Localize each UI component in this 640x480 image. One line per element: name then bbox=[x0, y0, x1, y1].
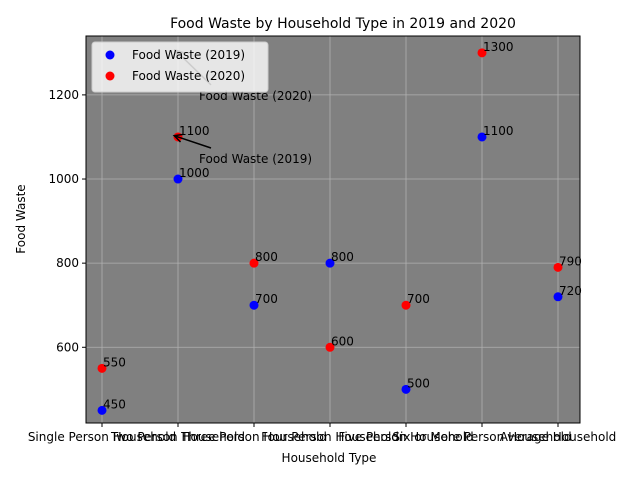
legend-marker bbox=[105, 50, 115, 60]
data-point-2019 bbox=[553, 292, 563, 302]
data-label: 450 bbox=[103, 397, 126, 411]
data-label: 720 bbox=[559, 284, 582, 298]
data-point-2019 bbox=[401, 384, 411, 394]
x-tick-label: Two Person Household bbox=[110, 430, 245, 444]
legend: Food Waste (2019) Food Waste (2020) bbox=[91, 41, 269, 93]
data-point-2020 bbox=[401, 300, 411, 310]
annotation-arrow bbox=[173, 134, 212, 149]
chart-title: Food Waste by Household Type in 2019 and… bbox=[170, 16, 516, 32]
x-tick-label: Six or More Person Household bbox=[392, 430, 571, 444]
y-axis-label: Food Waste bbox=[14, 184, 28, 253]
y-tick-label: 1200 bbox=[48, 88, 79, 102]
legend-marker bbox=[105, 71, 115, 81]
data-label: 500 bbox=[407, 376, 430, 390]
data-label: 1100 bbox=[179, 124, 210, 138]
data-label: 1300 bbox=[483, 40, 514, 54]
data-point-2019 bbox=[97, 405, 107, 415]
data-point-2019 bbox=[173, 174, 183, 184]
x-tick-label: Three Person Household bbox=[180, 430, 327, 444]
annotation-arrowhead bbox=[172, 133, 184, 143]
plot-area bbox=[86, 36, 580, 423]
data-point-2020 bbox=[249, 258, 259, 268]
annotation-text: Food Waste (2019) bbox=[199, 152, 312, 166]
x-tick-label: Single Person Household bbox=[28, 430, 176, 444]
x-tick-label: Average Household bbox=[500, 430, 617, 444]
data-point-2019 bbox=[477, 132, 487, 142]
plot-frame bbox=[85, 35, 581, 424]
data-label: 600 bbox=[331, 334, 354, 348]
legend-label: Food Waste (2020) bbox=[132, 69, 245, 83]
data-label: 790 bbox=[559, 254, 582, 268]
x-tick-label: Four Person Household bbox=[261, 430, 399, 444]
legend-label: Food Waste (2019) bbox=[132, 48, 245, 62]
data-point-2020 bbox=[477, 48, 487, 58]
data-label: 800 bbox=[331, 250, 354, 264]
data-label: 800 bbox=[255, 250, 278, 264]
y-tick-label: 600 bbox=[56, 340, 79, 354]
y-tick-label: 800 bbox=[56, 256, 79, 270]
data-label: 700 bbox=[407, 292, 430, 306]
data-point-2019 bbox=[325, 258, 335, 268]
data-point-2020 bbox=[553, 262, 563, 272]
x-tick-label: Five Person Household bbox=[338, 430, 473, 444]
data-label: 1100 bbox=[483, 124, 514, 138]
legend-box bbox=[91, 41, 269, 93]
data-label: 550 bbox=[103, 355, 126, 369]
y-tick-label: 1000 bbox=[48, 172, 79, 186]
data-label: 1000 bbox=[179, 166, 210, 180]
data-point-2019 bbox=[249, 300, 259, 310]
data-point-2020 bbox=[97, 363, 107, 373]
x-axis-label: Household Type bbox=[282, 451, 377, 465]
data-point-2020 bbox=[325, 342, 335, 352]
data-label: 700 bbox=[255, 292, 278, 306]
